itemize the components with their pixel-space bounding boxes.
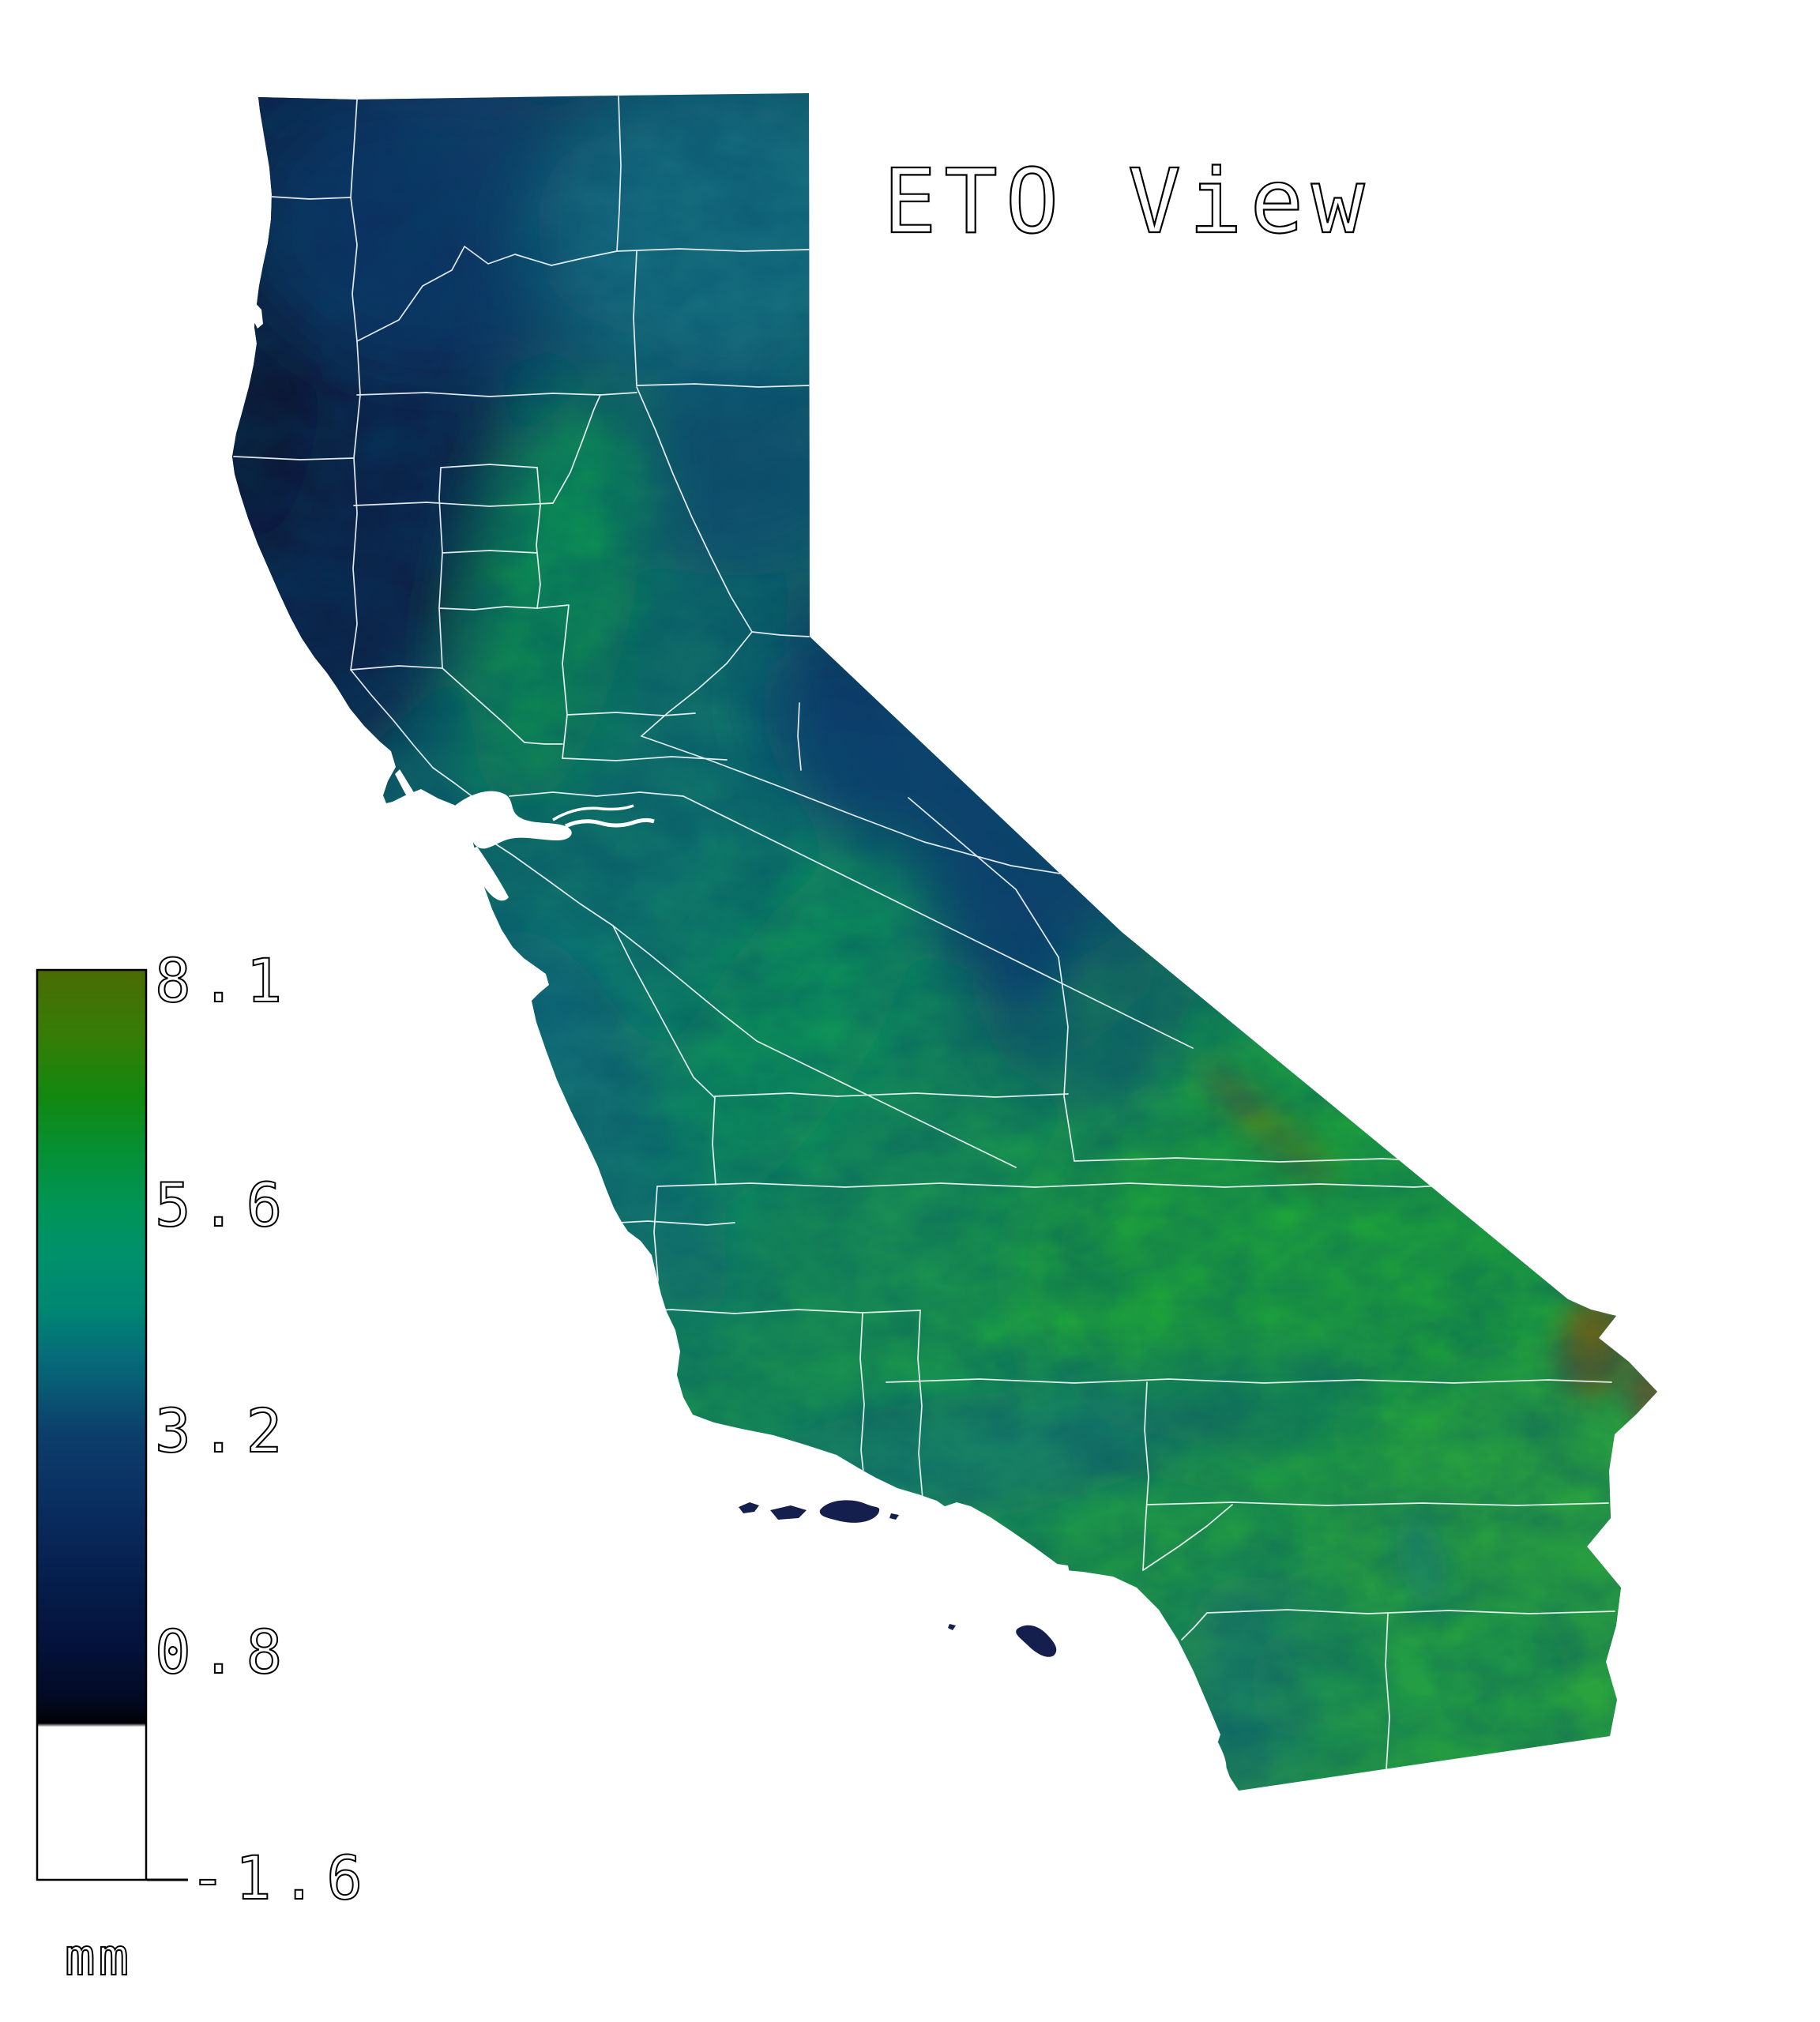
san-francisco-bay <box>455 791 572 849</box>
humboldt-bay <box>248 299 263 329</box>
south-bay-arm <box>468 847 509 901</box>
colorbar-tick-min: -1.6 <box>190 1843 372 1913</box>
colorbar-tick-mid: 3.2 <box>155 1396 291 1466</box>
water-bodies <box>248 299 1227 1779</box>
island-santa-cruz <box>819 1500 880 1523</box>
colorbar: 8.1 5.6 3.2 0.8 -1.6 mm <box>36 945 372 1988</box>
colorbar-tick-low: 0.8 <box>155 1617 291 1687</box>
terrain-texture <box>232 93 1657 1791</box>
colorbar-unit-label: mm <box>65 1929 132 1987</box>
delta-channel-1 <box>564 817 655 829</box>
colorbar-tick-max: 8.1 <box>155 945 291 1016</box>
colorbar-tick-labels: 8.1 5.6 3.2 0.8 -1.6 <box>154 945 372 1914</box>
colorbar-gradient <box>36 968 148 1881</box>
colorbar-tick-high: 5.6 <box>155 1170 291 1240</box>
eto-region-shading <box>232 93 1657 1791</box>
tomales-bay <box>395 769 422 811</box>
la-harbor-notch <box>1055 1564 1070 1575</box>
california-map <box>232 93 1657 1791</box>
island-catalina <box>1016 1625 1057 1657</box>
island-san-miguel <box>739 1502 759 1513</box>
channel-islands <box>739 1500 1057 1657</box>
delta-channel-2 <box>552 804 634 821</box>
island-santa-barbara <box>948 1624 956 1630</box>
county-boundaries <box>233 96 1615 1770</box>
map-title: ETO View <box>883 151 1372 254</box>
island-anacapa <box>889 1513 899 1520</box>
san-diego-bay <box>1213 1742 1227 1779</box>
island-santa-rosa <box>770 1505 807 1520</box>
